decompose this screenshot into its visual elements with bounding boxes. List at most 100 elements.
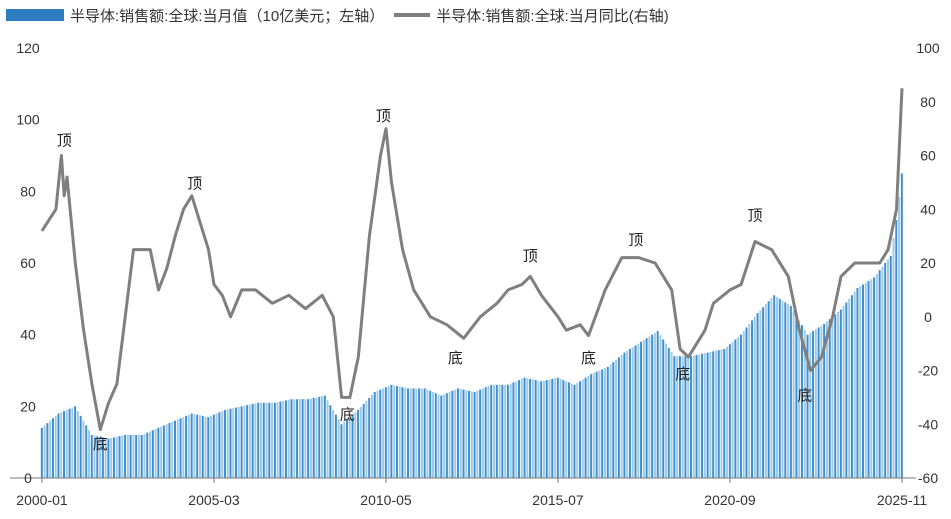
sales-bar (551, 378, 554, 478)
sales-bar (739, 334, 742, 478)
sales-bar (684, 356, 687, 478)
sales-bar (257, 402, 260, 478)
sales-bar (853, 291, 856, 478)
sales-bar (554, 378, 557, 478)
sales-bar (146, 432, 149, 478)
sales-bar (545, 380, 548, 478)
sales-bar (304, 399, 307, 478)
sales-bar (562, 380, 565, 478)
sales-bar (362, 403, 365, 478)
sales-bar (778, 298, 781, 478)
sales-bar (251, 403, 254, 478)
sales-bar (426, 389, 429, 478)
sales-bar (714, 350, 717, 478)
sales-bar (856, 288, 859, 478)
sales-bar (676, 356, 679, 478)
sales-bar (612, 362, 615, 478)
bar-series (40, 173, 903, 479)
sales-bar (60, 412, 63, 478)
sales-bar (570, 383, 573, 478)
sales-bar (784, 302, 787, 478)
sales-bar (54, 415, 57, 478)
sales-bar (734, 339, 737, 478)
sales-bar (473, 392, 476, 478)
x-tick-label: 2025-11 (877, 492, 928, 508)
sales-bar (798, 320, 801, 478)
sales-bar (82, 420, 85, 478)
sales-bar (76, 411, 79, 478)
sales-bar (154, 429, 157, 478)
sales-bar (440, 395, 443, 478)
sales-bar (321, 396, 324, 478)
legend-item-line: 半导体:销售额:全球:当月同比(右轴) (394, 5, 669, 26)
sales-bar (401, 387, 404, 478)
sales-bar (46, 423, 49, 478)
sales-bar (276, 402, 279, 478)
sales-bar (481, 388, 484, 478)
sales-bar (692, 355, 695, 478)
sales-bar (168, 423, 171, 478)
sales-bar (135, 435, 138, 478)
sales-bar (706, 352, 709, 478)
sales-bar (65, 409, 68, 478)
sales-bar (837, 311, 840, 478)
sales-bar (626, 350, 629, 478)
sales-bar (728, 344, 731, 478)
sales-bar (124, 435, 127, 478)
sales-bar (162, 425, 165, 478)
sales-bar (398, 386, 401, 479)
sales-bar (776, 297, 778, 478)
sales-bar (751, 320, 754, 478)
sales-bar (157, 427, 160, 478)
sales-bar (176, 419, 179, 478)
sales-bar (515, 381, 518, 478)
sales-bar (376, 390, 379, 478)
sales-bar (662, 339, 665, 478)
sales-bar (165, 424, 168, 478)
sales-bar (63, 411, 66, 478)
sales-bar (637, 343, 640, 479)
peak-trough-label: 底 (340, 406, 355, 424)
sales-bar (892, 237, 895, 478)
sales-bar (323, 395, 326, 478)
sales-bar (223, 409, 226, 478)
sales-bar (118, 436, 121, 478)
sales-bar (193, 414, 196, 478)
sales-bar (759, 310, 762, 478)
sales-bar (262, 402, 265, 478)
sales-bar (273, 402, 276, 478)
sales-bar (812, 331, 815, 478)
sales-bar (609, 364, 612, 478)
x-tick-label: 2020-09 (704, 492, 756, 508)
sales-bar (462, 389, 465, 478)
sales-bar (420, 388, 423, 478)
sales-bar (99, 436, 102, 478)
sales-bar (212, 414, 215, 478)
sales-bar (737, 337, 740, 478)
sales-bar (859, 286, 862, 478)
sales-bar (848, 298, 851, 478)
sales-bar (265, 402, 268, 478)
sales-bar (712, 351, 715, 478)
sales-bar (659, 335, 662, 478)
sales-bar (512, 382, 515, 478)
sales-bar (301, 399, 304, 478)
sales-bar (523, 377, 526, 478)
sales-bar (407, 388, 410, 478)
sales-bar (271, 402, 274, 478)
sales-bar (875, 273, 878, 478)
sales-bar (501, 384, 504, 478)
left-tick-label: 80 (20, 183, 36, 199)
sales-bar (789, 306, 792, 478)
sales-bar (703, 353, 706, 478)
sales-bar (825, 321, 828, 478)
sales-bar (290, 399, 293, 478)
sales-bar (160, 426, 163, 478)
sales-bar (451, 390, 454, 478)
sales-bar (179, 418, 182, 478)
sales-bar (318, 396, 321, 478)
sales-bar (595, 371, 598, 478)
sales-bar (254, 403, 257, 478)
sales-bar (296, 399, 299, 478)
